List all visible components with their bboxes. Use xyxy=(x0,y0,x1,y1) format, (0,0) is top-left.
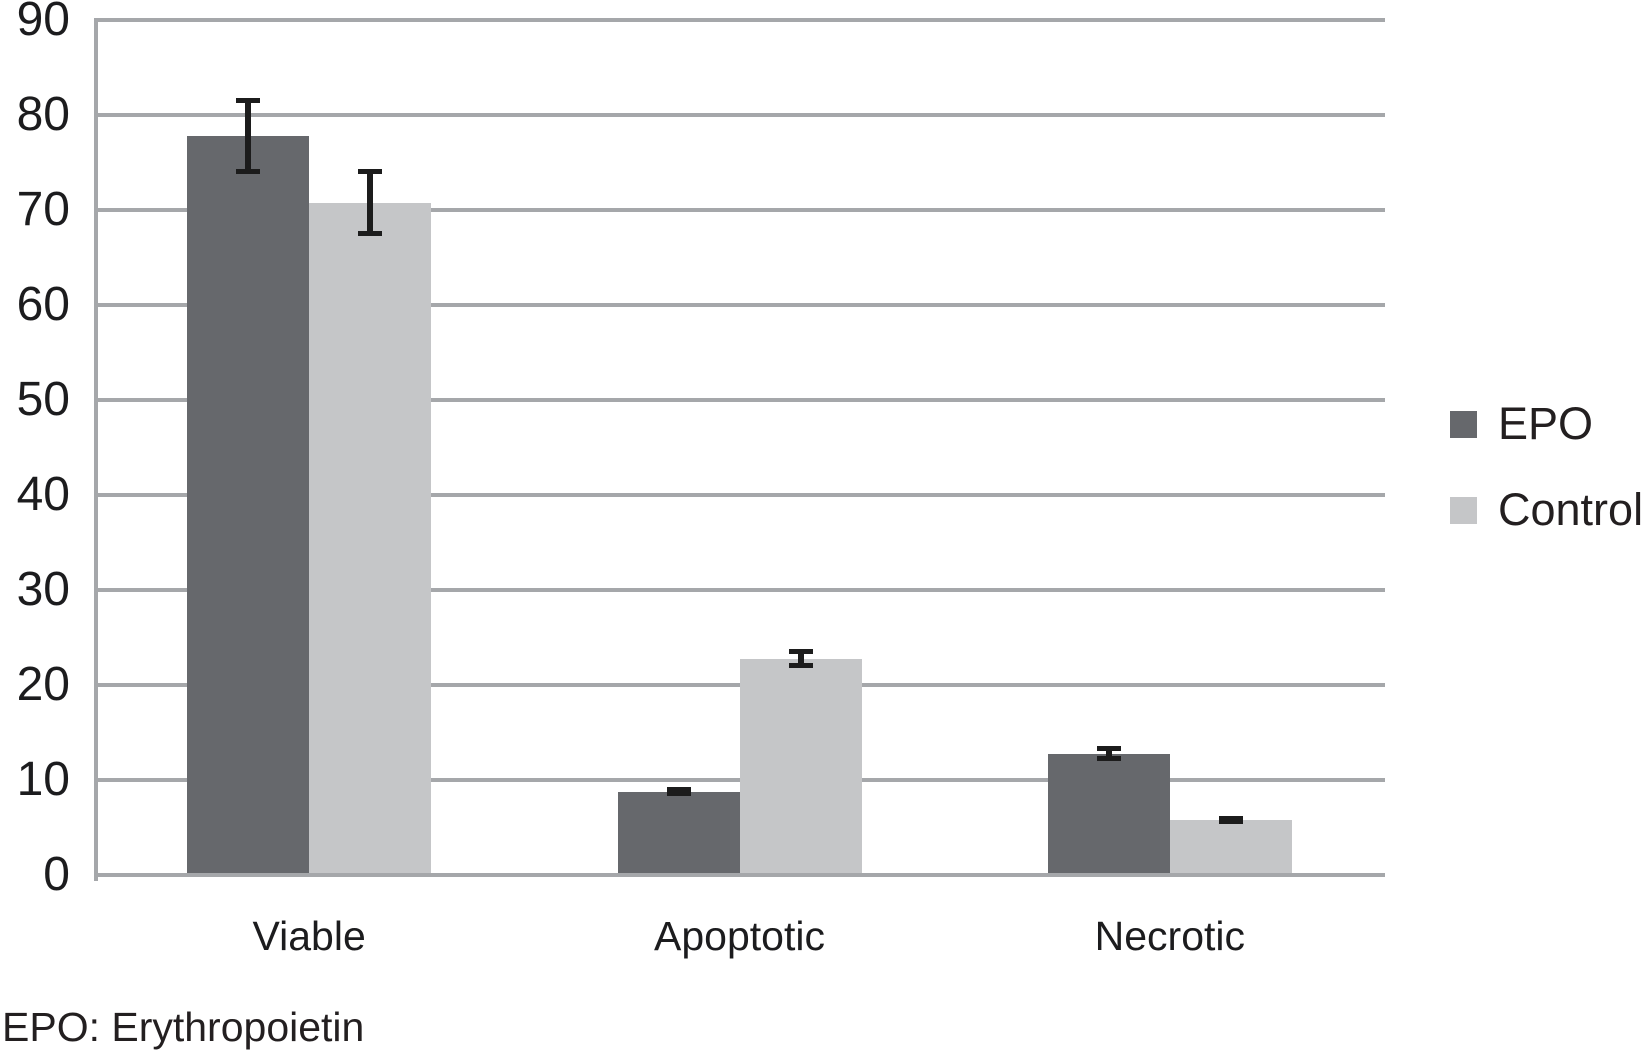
legend-item-epo: EPO xyxy=(1450,398,1593,450)
legend-label-control: Control xyxy=(1498,484,1644,535)
y-axis-tick-label: 70 xyxy=(16,183,70,236)
x-axis-category-label: Necrotic xyxy=(1094,913,1246,959)
bar-epo-apoptotic xyxy=(617,791,740,877)
gridline-y-80 xyxy=(94,113,1385,117)
error-bar-part xyxy=(1218,818,1243,824)
gridline-y-50 xyxy=(94,398,1385,402)
error-bar-part xyxy=(666,791,691,797)
error-bar-part xyxy=(666,786,691,792)
legend-swatch-control-icon xyxy=(1450,496,1477,524)
error-bar-part xyxy=(797,649,804,668)
error-bar-part xyxy=(236,98,261,103)
error-bar-epo-apoptotic xyxy=(666,786,691,797)
error-bar-part xyxy=(1105,745,1112,762)
error-bar-part xyxy=(1096,745,1121,751)
y-axis-tick-label: 80 xyxy=(16,88,70,141)
legend-item-control: Control xyxy=(1450,484,1643,536)
x-axis-category-label: Viable xyxy=(252,913,366,959)
x-axis-category-label: Apoptotic xyxy=(654,913,825,959)
error-bar-part xyxy=(1218,816,1243,822)
legend-swatch-epo-icon xyxy=(1450,410,1477,438)
gridline-y-30 xyxy=(94,588,1385,592)
error-bar-part xyxy=(236,169,261,174)
figure-footnote: EPO: Erythropoietin xyxy=(2,1004,365,1050)
y-axis-tick-label: 40 xyxy=(16,468,70,521)
y-axis-tick-label: 10 xyxy=(16,753,70,806)
error-bar-control-viable xyxy=(358,169,383,236)
bar-control-necrotic xyxy=(1169,820,1292,877)
y-axis-tick-label: 50 xyxy=(16,373,70,426)
error-bar-part xyxy=(358,169,383,175)
gridline-y-40 xyxy=(94,493,1385,497)
bar-control-apoptotic xyxy=(739,658,862,877)
y-axis-tick-label: 60 xyxy=(16,278,70,331)
bar-control-viable xyxy=(309,202,432,877)
y-axis-tick-label: 30 xyxy=(16,563,70,616)
gridline-y-60 xyxy=(94,303,1385,307)
error-bar-part xyxy=(367,169,374,236)
error-bar-control-necrotic xyxy=(1218,816,1243,824)
error-bar-epo-viable xyxy=(236,98,261,174)
gridline-y-70 xyxy=(94,208,1385,212)
y-axis-tick-label: 20 xyxy=(16,658,70,711)
bar-epo-viable xyxy=(187,136,310,877)
error-bar-part xyxy=(358,230,383,236)
y-axis-tick-label: 90 xyxy=(16,0,70,46)
bar-epo-necrotic xyxy=(1047,753,1170,877)
legend-label-epo: EPO xyxy=(1498,398,1594,449)
error-bar-part xyxy=(788,649,813,654)
error-bar-part xyxy=(245,98,252,174)
x-axis-line xyxy=(94,873,1385,877)
error-bar-part xyxy=(788,663,813,668)
y-axis-tick-label: 0 xyxy=(43,848,70,901)
error-bar-epo-necrotic xyxy=(1096,745,1121,762)
gridline-y-90 xyxy=(94,18,1385,22)
error-bar-control-apoptotic xyxy=(788,649,813,668)
error-bar-part xyxy=(1096,756,1121,762)
y-axis-line xyxy=(94,22,98,881)
